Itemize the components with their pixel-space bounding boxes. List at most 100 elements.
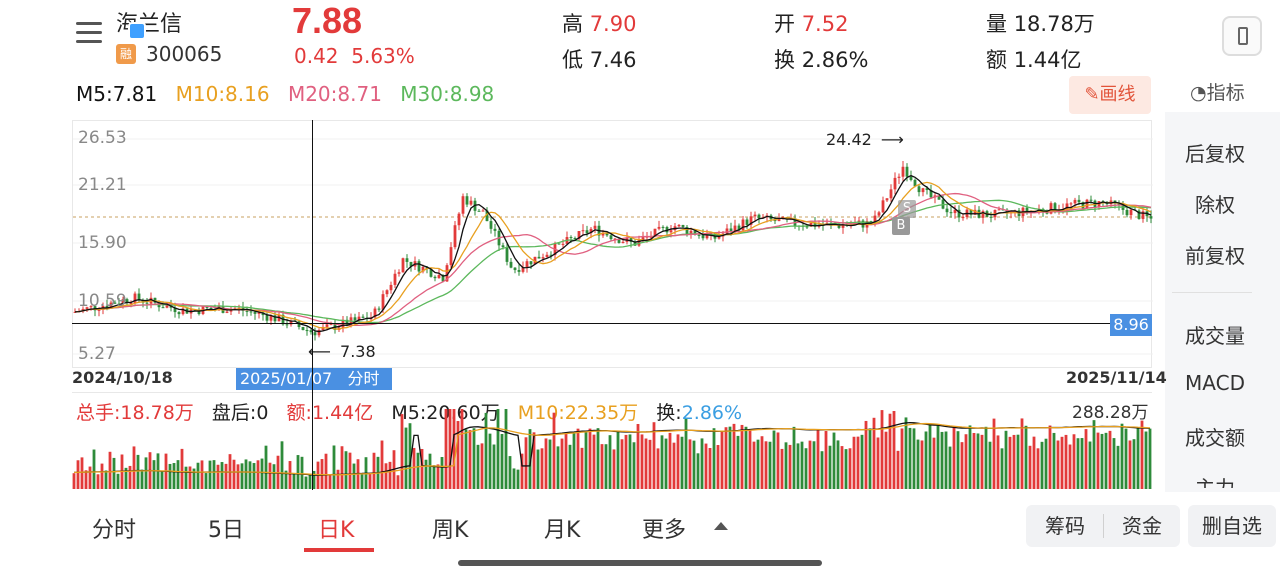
volume-bar bbox=[568, 444, 572, 489]
volume-bar bbox=[616, 431, 620, 489]
volume-bar bbox=[1056, 440, 1060, 489]
volume-bar bbox=[1144, 431, 1148, 489]
funds-button[interactable]: 资金 bbox=[1122, 514, 1162, 538]
tab-daily-k[interactable]: 日K bbox=[318, 518, 355, 543]
side-item-ex-rights[interactable]: 除权 bbox=[1195, 193, 1235, 217]
price-change: 0.42 5.63% bbox=[294, 44, 415, 68]
volume-bar bbox=[176, 460, 180, 489]
volume-bar bbox=[172, 463, 176, 489]
volume-bar bbox=[728, 426, 732, 489]
side-item-volume[interactable]: 成交量 bbox=[1185, 324, 1245, 348]
volume-bar bbox=[708, 448, 712, 489]
candle-body bbox=[257, 312, 261, 314]
volume-bar bbox=[116, 473, 120, 489]
candle-body bbox=[433, 276, 437, 279]
chips-button[interactable]: 筹码 bbox=[1045, 514, 1085, 538]
volume-bar bbox=[436, 464, 440, 489]
volume-chart[interactable] bbox=[72, 392, 1152, 490]
side-item-amount[interactable]: 成交额 bbox=[1185, 426, 1245, 450]
volume-bar bbox=[632, 442, 636, 489]
volume-bar bbox=[292, 473, 296, 489]
high-mark-label: 24.42 ⟶ bbox=[826, 130, 904, 149]
volume-bar bbox=[152, 460, 156, 489]
tab-monthly-k[interactable]: 月K bbox=[544, 518, 581, 543]
kline-svg bbox=[73, 138, 1153, 355]
tab-more[interactable]: 更多 bbox=[642, 518, 687, 543]
tab-intraday[interactable]: 分时 bbox=[92, 518, 137, 543]
volume-bar bbox=[988, 441, 992, 489]
volume-bar bbox=[864, 420, 868, 489]
side-item-main-force[interactable]: 主力 bbox=[1195, 476, 1235, 488]
candle-body bbox=[1077, 199, 1081, 203]
volume-bar bbox=[1116, 445, 1120, 489]
candle-body bbox=[441, 275, 445, 282]
volume-bar bbox=[596, 428, 600, 489]
sell-marker[interactable]: S bbox=[898, 200, 916, 218]
volume-bar bbox=[472, 428, 476, 489]
volume-bar bbox=[556, 446, 560, 489]
candle-body bbox=[681, 224, 685, 227]
ma10-label: M10:8.16 bbox=[175, 82, 270, 106]
cursor-date-pill[interactable]: 2025/01/07 分时 > bbox=[236, 368, 392, 410]
candle-body bbox=[613, 238, 617, 240]
volume-bar bbox=[516, 469, 520, 489]
cursor-price-tag: 8.96 bbox=[1110, 314, 1152, 336]
candle-body bbox=[493, 228, 497, 231]
side-item-pre-adjusted[interactable]: 前复权 bbox=[1185, 244, 1245, 268]
volume-bar bbox=[892, 411, 896, 489]
indicator-button[interactable]: ◔指标 bbox=[1190, 82, 1245, 104]
candle-body bbox=[633, 241, 637, 246]
volume-bar bbox=[488, 433, 492, 489]
candle-body bbox=[1089, 199, 1093, 201]
volume-bar bbox=[96, 474, 100, 489]
side-item-post-adjusted[interactable]: 后复权 bbox=[1185, 142, 1245, 166]
candle-body bbox=[481, 210, 485, 212]
volume-bar bbox=[476, 444, 480, 489]
candle-body bbox=[701, 235, 705, 239]
tab-5day[interactable]: 5日 bbox=[208, 518, 244, 543]
volume-bar bbox=[80, 457, 84, 489]
side-panel bbox=[1165, 112, 1280, 492]
draw-line-button[interactable]: ✎画线 bbox=[1069, 76, 1151, 114]
candle-body bbox=[449, 247, 453, 266]
candle-body bbox=[581, 230, 585, 232]
volume-bar bbox=[72, 473, 76, 489]
volume-bar bbox=[328, 474, 332, 489]
candle-body bbox=[1025, 207, 1029, 213]
phone-icon[interactable] bbox=[1222, 16, 1262, 56]
volume-bar bbox=[572, 433, 576, 489]
candle-body bbox=[961, 217, 965, 219]
volume-bar bbox=[1032, 436, 1036, 489]
candle-body bbox=[605, 232, 609, 236]
volume-bar bbox=[724, 427, 728, 489]
volume-bar bbox=[624, 434, 628, 489]
volume-bar bbox=[236, 464, 240, 489]
volume-bar bbox=[1016, 434, 1020, 489]
volume-bar bbox=[1060, 436, 1064, 489]
volume-bar bbox=[808, 440, 812, 489]
candle-body bbox=[389, 284, 393, 291]
volume-bar bbox=[704, 443, 708, 489]
volume-bar bbox=[816, 429, 820, 489]
tab-weekly-k[interactable]: 周K bbox=[432, 518, 469, 543]
candle-body bbox=[629, 238, 633, 242]
kline-chart[interactable] bbox=[72, 120, 1153, 368]
side-item-macd[interactable]: MACD bbox=[1185, 371, 1245, 395]
candle-body bbox=[757, 214, 761, 219]
volume-bar bbox=[396, 475, 400, 489]
volume-bar bbox=[744, 426, 748, 489]
menu-icon[interactable] bbox=[76, 22, 102, 44]
delete-watchlist-button[interactable]: 删自选 bbox=[1188, 505, 1276, 547]
buy-marker[interactable]: B bbox=[892, 217, 910, 235]
volume-bar bbox=[584, 430, 588, 489]
volume-bar bbox=[800, 441, 804, 489]
intraday-link[interactable]: 分时 > bbox=[240, 369, 380, 410]
candle-body bbox=[753, 214, 757, 217]
candle-body bbox=[505, 247, 509, 262]
candle-body bbox=[521, 267, 525, 272]
volume-bar bbox=[668, 432, 672, 489]
candle-body bbox=[437, 275, 441, 279]
chevron-up-icon[interactable] bbox=[714, 522, 728, 530]
volume-bar bbox=[1092, 420, 1096, 489]
candle-body bbox=[641, 237, 645, 240]
